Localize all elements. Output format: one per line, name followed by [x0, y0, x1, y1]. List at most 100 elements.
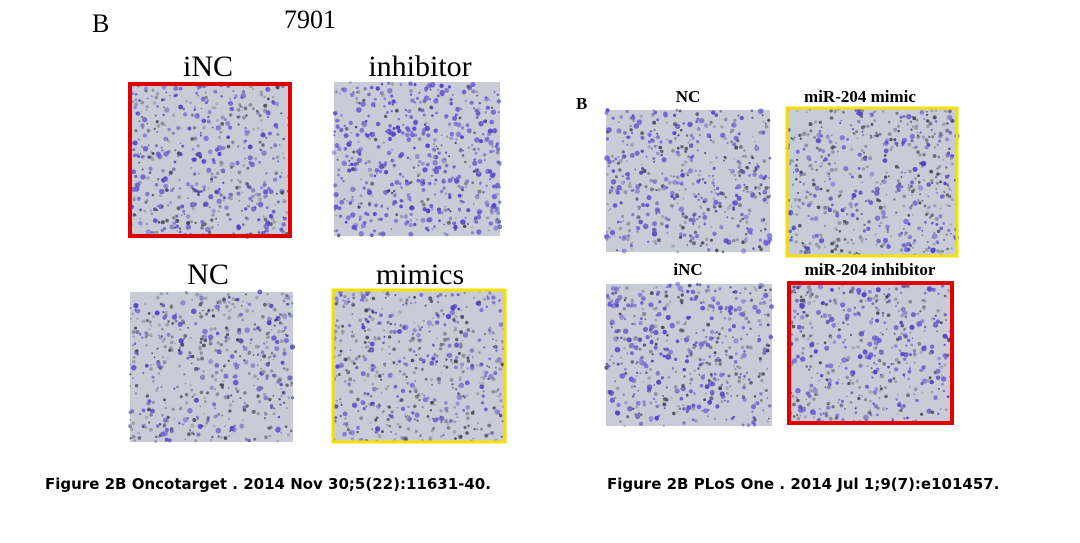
cell: [382, 141, 386, 144]
cell: [754, 287, 758, 292]
cell: [907, 369, 912, 374]
cell: [339, 127, 344, 133]
cell: [665, 121, 669, 124]
cell: [850, 286, 855, 291]
cell: [945, 128, 950, 133]
cell: [918, 201, 922, 205]
cell: [861, 305, 865, 309]
cell: [264, 435, 268, 440]
cell: [626, 176, 631, 181]
cell: [691, 403, 696, 408]
cell: [631, 213, 635, 217]
cell: [434, 178, 438, 182]
cell: [619, 314, 625, 320]
cell: [609, 208, 612, 210]
cell: [461, 89, 467, 95]
cell: [867, 413, 869, 415]
cell: [815, 146, 819, 150]
cell: [130, 318, 132, 320]
cell: [612, 160, 615, 163]
cell: [400, 187, 403, 189]
cell: [808, 242, 812, 245]
cell: [908, 189, 911, 192]
cell: [610, 354, 613, 358]
cell: [766, 323, 770, 327]
cell: [865, 384, 869, 389]
cell: [899, 320, 903, 325]
cell: [335, 229, 339, 233]
cell: [217, 151, 222, 157]
cell: [437, 301, 439, 304]
cell: [419, 292, 424, 297]
cell: [632, 337, 637, 342]
cell: [745, 165, 749, 169]
cell: [633, 385, 636, 388]
cell: [198, 172, 200, 175]
cell: [150, 95, 153, 98]
cell: [802, 147, 806, 151]
cell: [652, 221, 657, 227]
cell: [226, 144, 231, 149]
cell: [408, 231, 414, 237]
cell: [660, 149, 664, 154]
cell: [416, 419, 419, 422]
cell: [939, 321, 943, 324]
cell: [445, 358, 448, 361]
cell: [626, 352, 629, 355]
cell: [216, 171, 220, 176]
cell: [806, 391, 809, 395]
cell: [404, 179, 409, 183]
cell: [335, 124, 340, 129]
cell: [256, 364, 259, 367]
cell: [740, 345, 745, 350]
cell: [206, 391, 209, 395]
cell: [173, 417, 176, 420]
cell: [190, 354, 195, 359]
cell: [357, 202, 360, 205]
cell: [902, 310, 907, 316]
cell: [923, 204, 927, 208]
cell: [712, 166, 716, 170]
cell: [392, 361, 396, 365]
cell: [640, 301, 644, 305]
cell: [719, 192, 722, 195]
cell: [397, 340, 400, 343]
cell: [348, 140, 352, 144]
cell: [942, 122, 946, 127]
cell: [484, 111, 487, 114]
cell: [637, 389, 640, 392]
cell: [745, 299, 747, 302]
cell: [881, 407, 886, 411]
cell: [147, 407, 151, 411]
cell: [488, 291, 492, 295]
cell: [232, 379, 239, 386]
cell: [387, 88, 393, 94]
cell: [881, 311, 885, 315]
cell: [725, 386, 730, 390]
cell: [868, 390, 873, 394]
cell: [701, 300, 706, 304]
cell: [842, 309, 846, 312]
cell: [241, 109, 243, 112]
cell: [635, 362, 638, 365]
cell: [280, 387, 283, 390]
panel-label: NC: [676, 87, 701, 106]
cell: [885, 216, 889, 219]
cell: [482, 133, 485, 136]
cell: [129, 306, 132, 310]
cell: [716, 192, 720, 196]
cell: [835, 211, 839, 215]
cell: [130, 364, 137, 371]
cell: [929, 216, 932, 219]
cell: [728, 168, 731, 171]
cell: [732, 206, 735, 209]
cell: [749, 381, 753, 385]
cell: [749, 190, 754, 195]
cell: [155, 230, 159, 234]
cell: [488, 357, 492, 361]
cell: [938, 250, 941, 253]
cell: [133, 342, 137, 345]
cell: [837, 328, 841, 332]
cell: [415, 394, 419, 399]
cell: [930, 213, 934, 217]
